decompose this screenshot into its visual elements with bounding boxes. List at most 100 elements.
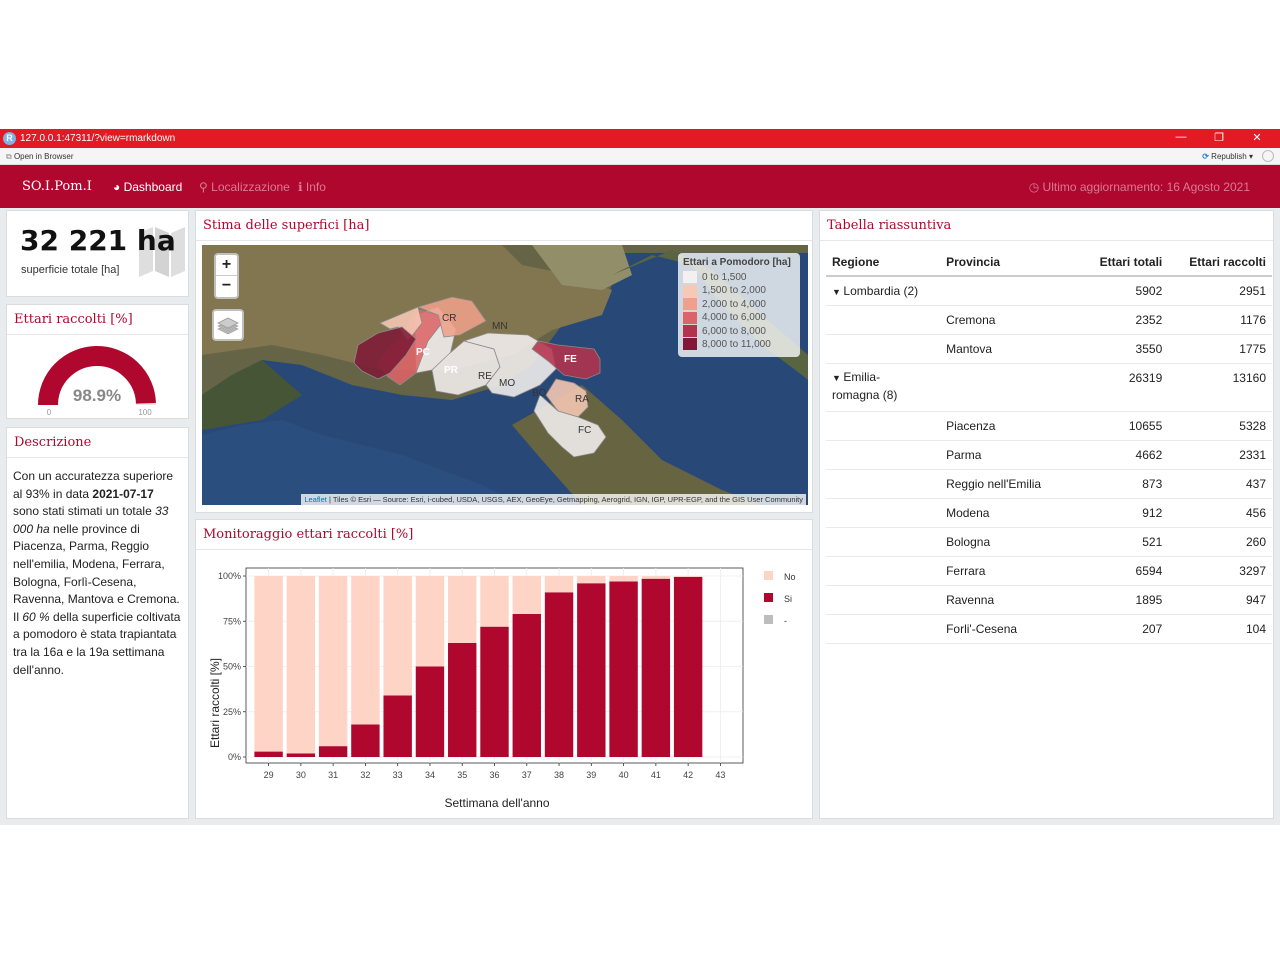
group-label: romagna (8) — [832, 388, 898, 402]
empty-cell — [940, 363, 1065, 412]
x-tick-label: 29 — [264, 770, 274, 780]
chart-legend-swatch — [764, 615, 773, 624]
chart-legend-label: Si — [784, 594, 792, 604]
chevron-down-icon: ▾ — [1248, 152, 1253, 161]
description-part: nelle province di Piacenza, Parma, Reggi… — [13, 521, 180, 624]
empty-cell — [826, 614, 941, 644]
republish-button[interactable]: ⟳ Republish ▾ — [1202, 152, 1253, 161]
legend-swatch — [683, 271, 697, 284]
description-part: Con un accuratezza superiore al 93% in d… — [13, 469, 174, 501]
table-row: Mantova 3550 1775 — [826, 334, 1272, 364]
nav-localizzazione[interactable]: ⚲ Localizzazione — [199, 180, 290, 194]
open-browser-icon: ⧉ — [6, 152, 14, 161]
legend-swatch — [683, 284, 697, 297]
layers-control[interactable] — [212, 309, 244, 341]
bar-no-30 — [286, 576, 316, 754]
table-row: Modena 912 456 — [826, 498, 1272, 528]
x-tick-label: 32 — [360, 770, 370, 780]
provincia-cell: Ravenna — [940, 585, 1065, 615]
province-ravenna[interactable] — [545, 378, 589, 418]
group-cell[interactable]: ▼ Emilia-romagna (8) — [826, 363, 941, 412]
leaflet-map[interactable]: CR MN PC PR RE MO BO FE RA FC + − — [202, 245, 808, 505]
province-label-mn: MN — [492, 321, 508, 332]
open-in-browser-button[interactable]: ⧉ Open in Browser — [6, 152, 74, 162]
gauge-max: 100 — [138, 408, 152, 417]
r-logo-icon: R — [3, 132, 16, 145]
totali-cell: 521 — [1064, 527, 1169, 557]
table-row: Ravenna 1895 947 — [826, 585, 1272, 615]
legend-label: 0 to 1,500 — [702, 272, 747, 283]
x-tick-label: 31 — [328, 770, 338, 780]
header-regione[interactable]: Regione — [826, 247, 941, 277]
header-provincia[interactable]: Provincia — [940, 247, 1065, 277]
province-cremona[interactable] — [379, 306, 423, 342]
group-cell[interactable]: ▼ Lombardia (2) — [826, 276, 941, 306]
window-url: 127.0.0.1:47311/?view=rmarkdown — [20, 133, 176, 144]
close-button[interactable]: ✕ — [1252, 132, 1262, 144]
province-forli-cesena[interactable] — [533, 394, 607, 458]
navbar: SO.I.Pom.I ◕ Dashboard ⚲ Localizzazione … — [0, 165, 1280, 208]
province-label-bo: BO — [532, 388, 547, 399]
group-row-lombardia[interactable]: ▼ Lombardia (2) 5902 2951 — [826, 276, 1272, 306]
nav-dashboard[interactable]: ◕ Dashboard — [113, 180, 182, 194]
x-tick-label: 37 — [522, 770, 532, 780]
totali-cell: 1895 — [1064, 585, 1169, 615]
zoom-in-button[interactable]: + — [216, 255, 237, 276]
totali-cell: 912 — [1064, 498, 1169, 528]
bar-no-39 — [577, 576, 606, 584]
province-label-fc: FC — [578, 425, 591, 436]
raccolti-cell: 5328 — [1168, 411, 1272, 441]
bar-si-36 — [480, 626, 509, 757]
republish-icon: ⟳ — [1202, 152, 1209, 161]
open-in-browser-label: Open in Browser — [13, 152, 74, 161]
description-total: 33 000 ha — [13, 504, 169, 536]
maximize-button[interactable]: ❐ — [1214, 132, 1224, 144]
brand-title[interactable]: SO.I.Pom.I — [22, 179, 92, 194]
province-ferrara[interactable] — [531, 340, 601, 380]
provincia-cell: Bologna — [940, 527, 1065, 557]
table-row: Parma 4662 2331 — [826, 440, 1272, 470]
empty-cell — [826, 469, 941, 499]
x-tick-label: 33 — [393, 770, 403, 780]
map-title: Stima delle superfici [ha] — [196, 211, 812, 241]
bar-no-42 — [673, 576, 703, 577]
last-update-label: Ultimo aggiornamento: 16 Agosto 2021 — [1042, 180, 1250, 194]
group-totali: 5902 — [1064, 276, 1169, 306]
province-label-pc: PC — [416, 347, 430, 358]
province-mantova[interactable] — [416, 296, 487, 338]
bar-si-32 — [351, 724, 380, 757]
group-row-emilia-romagna[interactable]: ▼ Emilia-romagna (8) 26319 13160 — [826, 363, 1272, 412]
province-piacenza[interactable] — [353, 326, 417, 380]
legend-item: 4,000 to 6,000 — [683, 311, 795, 324]
x-tick-label: 38 — [554, 770, 564, 780]
window-titlebar: R 127.0.0.1:47311/?view=rmarkdown — ❐ ✕ — [0, 129, 1280, 148]
empty-cell — [940, 276, 1065, 306]
x-tick-label: 41 — [651, 770, 661, 780]
bar-no-31 — [318, 576, 348, 747]
nav-info[interactable]: ℹ Info — [298, 180, 326, 194]
leaflet-link[interactable]: Leaflet — [304, 495, 327, 504]
x-tick-label: 30 — [296, 770, 306, 780]
raccolti-cell: 1176 — [1168, 305, 1272, 335]
x-tick-label: 35 — [457, 770, 467, 780]
raccolti-cell: 437 — [1168, 469, 1272, 499]
header-ettari-totali[interactable]: Ettari totali — [1064, 247, 1169, 277]
minimize-button[interactable]: — — [1175, 131, 1187, 143]
raccolti-cell: 104 — [1168, 614, 1272, 644]
nav-dashboard-label: Dashboard — [123, 180, 183, 194]
bar-si-29 — [254, 751, 283, 757]
legend-item: 8,000 to 11,000 — [683, 338, 795, 351]
zoom-out-button[interactable]: − — [221, 277, 232, 294]
description-share: 60 % — [22, 609, 50, 624]
info-icon: ℹ — [298, 180, 303, 194]
clock-icon: ◷ — [1028, 180, 1040, 194]
totali-cell: 10655 — [1064, 411, 1169, 441]
raccolti-cell: 947 — [1168, 585, 1272, 615]
header-ettari-raccolti[interactable]: Ettari raccolti — [1168, 247, 1272, 277]
refresh-icon[interactable] — [1262, 150, 1274, 162]
empty-cell — [826, 440, 941, 470]
legend-label: 2,000 to 4,000 — [702, 298, 766, 310]
legend-title: Ettari a Pomodoro [ha] — [683, 257, 791, 268]
provincia-cell: Mantova — [940, 334, 1065, 364]
summary-table: Regione Provincia Ettari totali Ettari r… — [826, 247, 1272, 644]
